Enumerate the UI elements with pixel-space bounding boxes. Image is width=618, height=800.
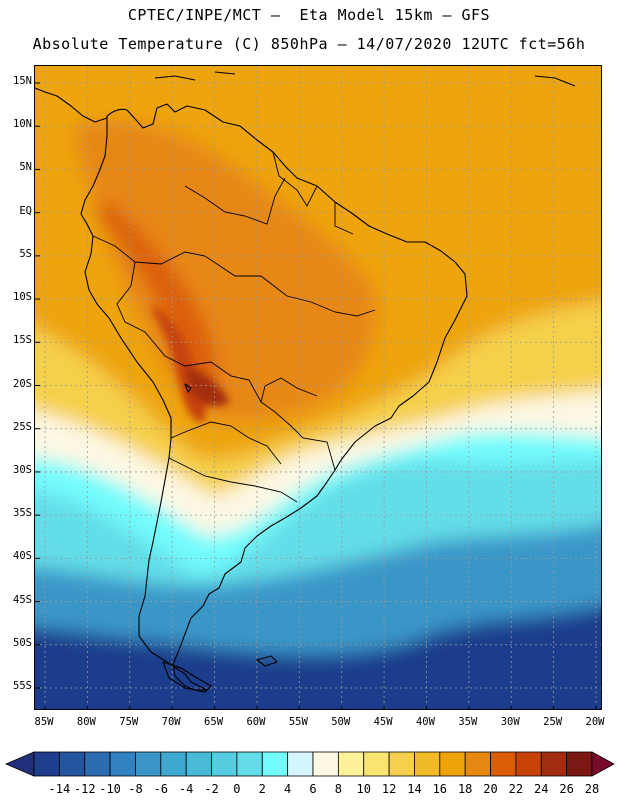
lon-label: 50W <box>331 716 351 728</box>
colorbar-overflow-triangle <box>591 751 615 777</box>
lat-label: EQ <box>19 204 32 217</box>
colorbar-label: 16 <box>432 782 448 796</box>
country-borders <box>92 151 376 503</box>
lon-label: 60W <box>246 716 266 728</box>
axis-ticks <box>35 82 597 709</box>
colorbar-swatch <box>160 751 187 777</box>
colorbar-label: -6 <box>153 782 169 796</box>
colorbar-label: 12 <box>381 782 397 796</box>
colorbar-swatch <box>363 751 390 777</box>
colorbar-label: 28 <box>584 782 600 796</box>
temperature-field <box>35 66 601 709</box>
lon-label: 30W <box>500 716 520 728</box>
lat-label: 30S <box>13 463 32 476</box>
lon-label: 75W <box>119 716 139 728</box>
lat-label: 15N <box>13 75 32 87</box>
colorbar-swatch <box>236 751 263 777</box>
colorbar-swatch <box>261 751 289 777</box>
colorbar-label: 26 <box>559 782 574 796</box>
colorbar-swatch <box>109 751 136 777</box>
lat-label: 10S <box>13 291 32 304</box>
map-title-line-1: CPTEC/INPE/MCT – Eta Model 15km – GFS <box>127 6 491 24</box>
colorbar-swatch <box>540 751 568 777</box>
lake-titicaca <box>184 383 192 393</box>
colorbar-swatch <box>287 751 314 777</box>
colorbar <box>4 751 615 777</box>
colorbar-swatch <box>58 751 86 777</box>
lon-label: 65W <box>204 716 224 728</box>
colorbar-swatch <box>515 751 542 777</box>
coastlines <box>35 71 576 693</box>
colorbar-label: 10 <box>356 782 371 796</box>
colorbar-label: 24 <box>534 782 549 796</box>
band-dark-orange <box>74 119 378 424</box>
colorbar-label: 8 <box>334 782 342 796</box>
band-hot-core <box>185 366 230 407</box>
colorbar-swatch <box>211 751 238 777</box>
lat-label: 45S <box>13 593 32 606</box>
lon-label: 45W <box>373 716 393 728</box>
colorbar-swatch <box>414 751 441 777</box>
lon-label: 25W <box>543 716 563 728</box>
colorbar-swatch <box>135 751 162 777</box>
lon-label: 40W <box>415 716 435 728</box>
lat-label: 20S <box>13 377 32 390</box>
central-america <box>35 87 108 123</box>
colorbar-label: 6 <box>309 782 317 796</box>
colorbar-swatch <box>337 751 365 777</box>
colorbar-label: -4 <box>178 782 194 796</box>
colorbar-label: 0 <box>233 782 241 796</box>
lat-label: 5S <box>19 247 32 260</box>
caribbean-islands <box>154 71 576 87</box>
colorbar-swatch <box>185 751 212 777</box>
colorbar-swatch <box>84 751 111 777</box>
colorbar-label: 4 <box>284 782 292 796</box>
lat-label: 25S <box>13 420 32 433</box>
colorbar-label: -10 <box>99 782 121 796</box>
lon-label: 70W <box>161 716 181 728</box>
lat-label: 5N <box>19 161 32 174</box>
lat-label: 15S <box>13 334 32 347</box>
colorbar-label: 20 <box>483 782 498 796</box>
colorbar-label: -2 <box>204 782 219 796</box>
lon-label: 55W <box>288 716 308 728</box>
falklands <box>256 655 278 667</box>
colorbar-swatch <box>490 751 517 777</box>
colorbar-label: 2 <box>258 782 266 796</box>
lat-label: 55S <box>13 680 32 692</box>
colorbar-label: -12 <box>73 782 96 796</box>
colorbar-label: 14 <box>407 782 422 796</box>
map-title-line-2: Absolute Temperature (C) 850hPa – 14/07/… <box>32 35 586 53</box>
colorbar-swatch <box>33 751 60 777</box>
colorbar-swatch <box>566 751 593 777</box>
lat-label: 50S <box>13 636 32 649</box>
colorbar-label: -14 <box>48 782 71 796</box>
colorbar-swatch <box>388 751 415 777</box>
lon-label: 20W <box>585 716 605 728</box>
lon-label: 85W <box>34 716 54 728</box>
tierra-del-fuego <box>162 661 212 693</box>
colorbar-underflow-triangle <box>4 751 35 777</box>
lon-label: 80W <box>76 716 96 728</box>
lon-label: 35W <box>458 716 478 728</box>
colorbar-swatch <box>439 751 466 777</box>
colorbar-swatch <box>464 751 491 777</box>
lat-label: 35S <box>13 507 32 520</box>
south-america-coastline <box>80 103 468 691</box>
lat-label: 10N <box>13 118 32 131</box>
colorbar-label: 18 <box>457 782 473 796</box>
colorbar-swatch <box>312 751 339 777</box>
colorbar-label: -8 <box>128 782 143 796</box>
lat-label: 40S <box>13 550 32 563</box>
temperature-map[interactable] <box>34 65 602 710</box>
colorbar-label: 22 <box>508 782 524 796</box>
